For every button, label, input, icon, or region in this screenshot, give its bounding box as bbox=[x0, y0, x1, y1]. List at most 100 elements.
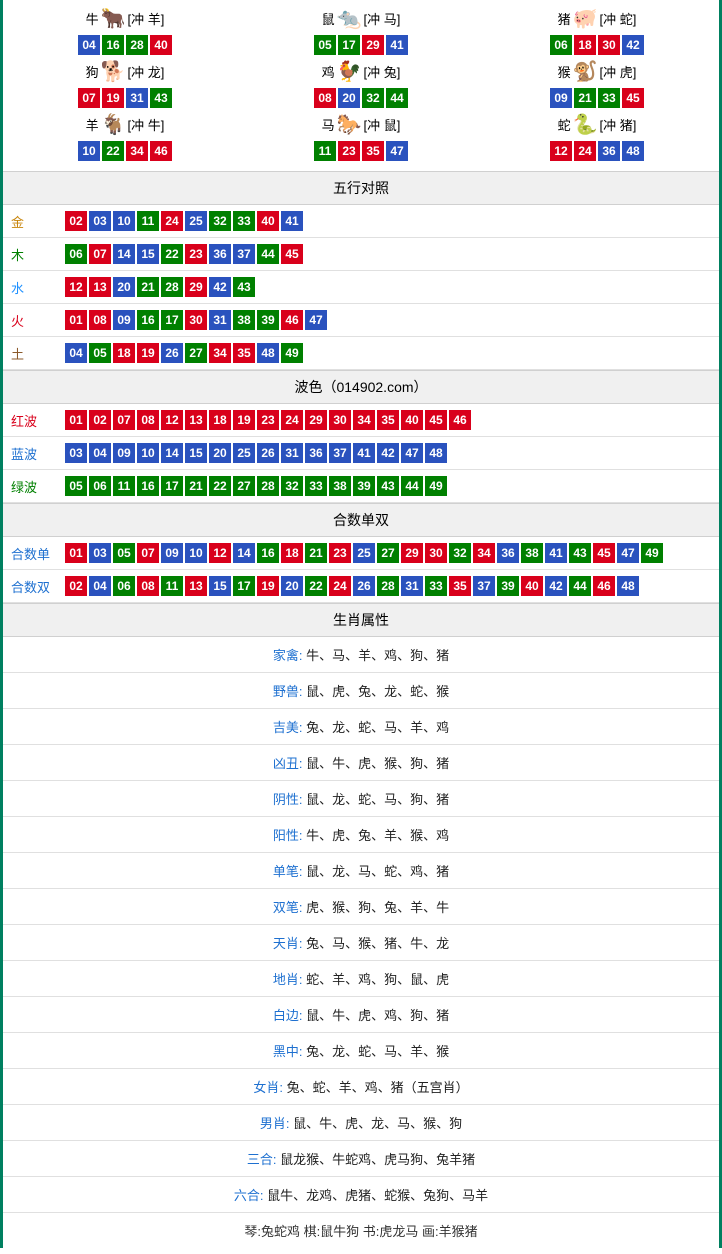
zodiac-cell: 鼠🐀[冲 马]05172941 bbox=[247, 6, 475, 55]
attr-key: 家禽: bbox=[273, 648, 306, 663]
attr-value: 兔、龙、蛇、马、羊、鸡 bbox=[306, 720, 449, 735]
number-ball: 41 bbox=[353, 443, 375, 463]
zodiac-label: 猴🐒[冲 虎] bbox=[483, 59, 711, 84]
number-ball: 32 bbox=[449, 543, 471, 563]
number-ball: 38 bbox=[233, 310, 255, 330]
number-ball: 34 bbox=[353, 410, 375, 430]
attr-row: 天肖: 兔、马、猴、猪、牛、龙 bbox=[3, 925, 719, 961]
number-ball: 08 bbox=[137, 576, 159, 596]
row-label: 水 bbox=[11, 278, 57, 297]
number-ball: 01 bbox=[65, 543, 87, 563]
number-ball: 43 bbox=[150, 88, 172, 108]
row-label: 土 bbox=[11, 344, 57, 363]
number-ball: 16 bbox=[102, 35, 124, 55]
number-ball: 23 bbox=[329, 543, 351, 563]
number-ball: 08 bbox=[314, 88, 336, 108]
number-ball: 49 bbox=[425, 476, 447, 496]
attr-key: 六合: bbox=[234, 1188, 267, 1203]
number-ball: 21 bbox=[574, 88, 596, 108]
number-ball: 35 bbox=[362, 141, 384, 161]
attr-key: 男肖: bbox=[260, 1116, 293, 1131]
row-label: 合数单 bbox=[11, 544, 57, 563]
number-ball: 16 bbox=[257, 543, 279, 563]
number-ball: 19 bbox=[257, 576, 279, 596]
zodiac-clash: [冲 鼠] bbox=[364, 115, 401, 134]
number-ball: 46 bbox=[593, 576, 615, 596]
ball-row: 1213202128294243 bbox=[65, 277, 255, 297]
zodiac-label: 马🐎[冲 鼠] bbox=[247, 112, 475, 137]
row-label: 木 bbox=[11, 245, 57, 264]
attr-value: 虎、猴、狗、兔、羊、牛 bbox=[306, 900, 449, 915]
zodiac-clash: [冲 兔] bbox=[364, 62, 401, 81]
number-ball: 29 bbox=[401, 543, 423, 563]
number-ball: 24 bbox=[161, 211, 183, 231]
number-ball: 45 bbox=[281, 244, 303, 264]
number-ball: 31 bbox=[401, 576, 423, 596]
number-ball: 18 bbox=[113, 343, 135, 363]
number-ball: 38 bbox=[329, 476, 351, 496]
wuxing-rows: 金02031011242532334041木060714152223363744… bbox=[3, 205, 719, 370]
attr-key: 天肖: bbox=[273, 936, 306, 951]
number-ball: 22 bbox=[305, 576, 327, 596]
number-ball: 01 bbox=[65, 410, 87, 430]
number-ball: 47 bbox=[305, 310, 327, 330]
zodiac-clash: [冲 龙] bbox=[128, 62, 165, 81]
zodiac-cell: 马🐎[冲 鼠]11233547 bbox=[247, 112, 475, 161]
number-ball: 31 bbox=[126, 88, 148, 108]
number-ball: 12 bbox=[65, 277, 87, 297]
number-ball: 27 bbox=[377, 543, 399, 563]
number-ball: 35 bbox=[233, 343, 255, 363]
number-ball: 23 bbox=[257, 410, 279, 430]
row-label: 金 bbox=[11, 212, 57, 231]
zodiac-label: 猪🐖[冲 蛇] bbox=[483, 6, 711, 31]
number-ball: 40 bbox=[521, 576, 543, 596]
attr-value: 鼠、龙、马、蛇、鸡、猪 bbox=[306, 864, 449, 879]
section-header-wuxing: 五行对照 bbox=[3, 171, 719, 205]
number-ball: 33 bbox=[305, 476, 327, 496]
ball-row: 0204060811131517192022242628313335373940… bbox=[65, 576, 639, 596]
ball-row: 0108091617303138394647 bbox=[65, 310, 327, 330]
number-ball: 40 bbox=[401, 410, 423, 430]
zodiac-clash: [冲 蛇] bbox=[600, 9, 637, 28]
attr-row: 黑中: 兔、龙、蛇、马、羊、猴 bbox=[3, 1033, 719, 1069]
number-ball: 32 bbox=[209, 211, 231, 231]
section-header-heshu: 合数单双 bbox=[3, 503, 719, 537]
number-ball: 24 bbox=[574, 141, 596, 161]
zodiac-cell: 猴🐒[冲 虎] 09213345 bbox=[483, 59, 711, 108]
ball-row: 10223446 bbox=[11, 141, 239, 161]
number-ball: 31 bbox=[281, 443, 303, 463]
attr-key: 黑中: bbox=[273, 1044, 306, 1059]
attr-value: 鼠、牛、虎、猴、狗、猪 bbox=[306, 756, 449, 771]
attr-key: 女肖: bbox=[253, 1080, 286, 1095]
data-row: 木06071415222336374445 bbox=[3, 238, 719, 271]
number-ball: 17 bbox=[161, 476, 183, 496]
number-ball: 13 bbox=[185, 410, 207, 430]
attr-key: 阳性: bbox=[273, 828, 306, 843]
number-ball: 06 bbox=[550, 35, 572, 55]
number-ball: 43 bbox=[377, 476, 399, 496]
attr-value: 兔、马、猴、猪、牛、龙 bbox=[306, 936, 449, 951]
number-ball: 15 bbox=[185, 443, 207, 463]
attr-key: 双笔: bbox=[273, 900, 306, 915]
number-ball: 37 bbox=[473, 576, 495, 596]
zodiac-name: 羊 bbox=[86, 115, 99, 134]
number-ball: 43 bbox=[233, 277, 255, 297]
ball-row: 09213345 bbox=[483, 88, 711, 108]
number-ball: 03 bbox=[89, 211, 111, 231]
number-ball: 22 bbox=[209, 476, 231, 496]
number-ball: 10 bbox=[137, 443, 159, 463]
zodiac-name: 马 bbox=[322, 115, 335, 134]
number-ball: 05 bbox=[89, 343, 111, 363]
zodiac-icon: 🐖 bbox=[573, 6, 598, 31]
attr-value: 鼠、牛、虎、龙、马、猴、狗 bbox=[293, 1116, 462, 1131]
number-ball: 39 bbox=[257, 310, 279, 330]
attr-row: 白边: 鼠、牛、虎、鸡、狗、猪 bbox=[3, 997, 719, 1033]
number-ball: 32 bbox=[281, 476, 303, 496]
zodiac-cell: 鸡🐓[冲 兔]08203244 bbox=[247, 59, 475, 108]
zodiac-name: 牛 bbox=[86, 9, 99, 28]
ball-row: 12243648 bbox=[483, 141, 711, 161]
number-ball: 04 bbox=[78, 35, 100, 55]
attr-value: 鼠龙猴、牛蛇鸡、虎马狗、兔羊猪 bbox=[280, 1152, 475, 1167]
zodiac-grid: 牛🐂[冲 羊]04162840鼠🐀[冲 马]05172941猪🐖[冲 蛇]061… bbox=[3, 0, 719, 171]
zodiac-label: 羊🐐[冲 牛] bbox=[11, 112, 239, 137]
